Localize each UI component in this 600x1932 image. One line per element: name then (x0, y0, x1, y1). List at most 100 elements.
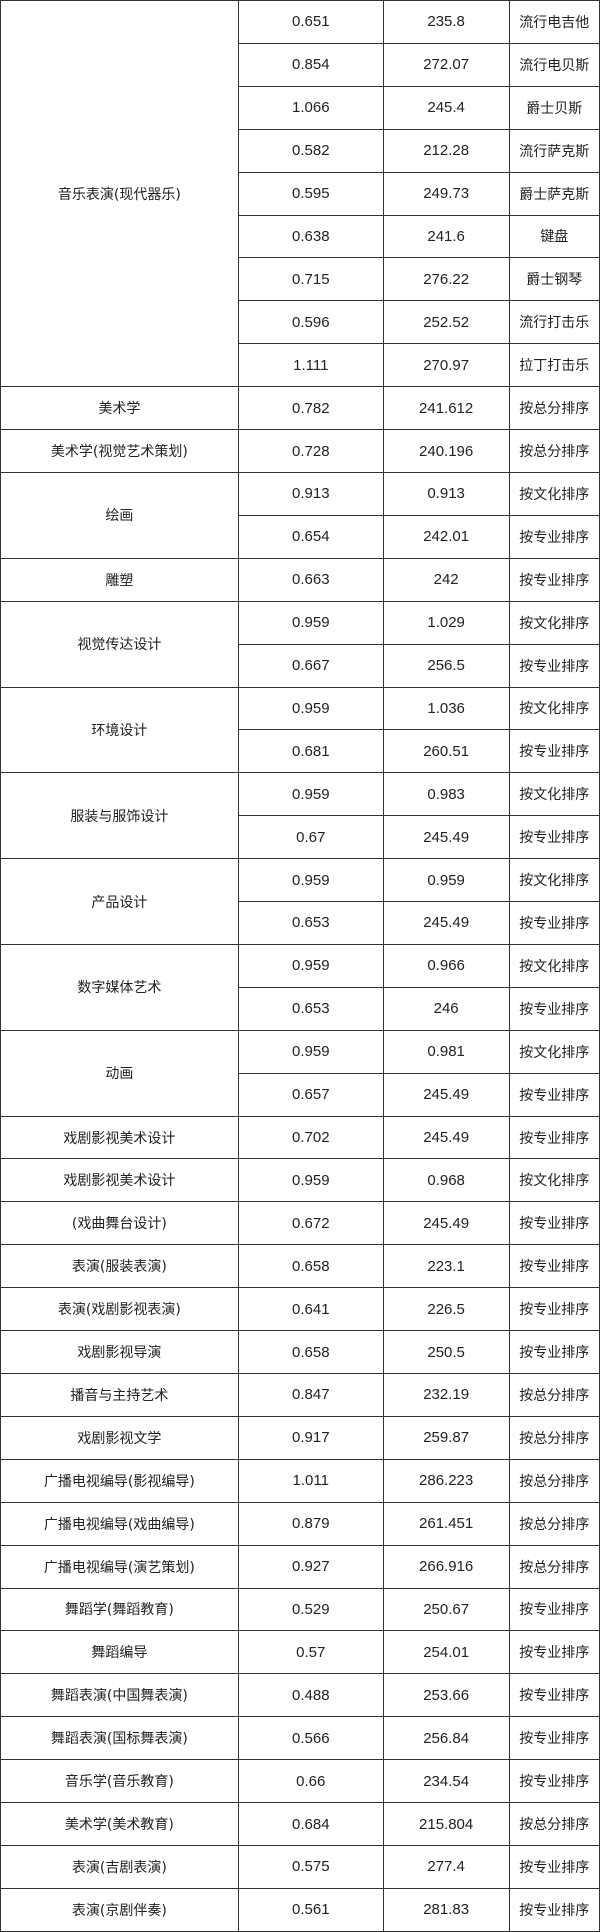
score-cell: 246 (382, 986, 510, 1031)
ratio-cell: 0.847 (237, 1373, 384, 1417)
sort-rule-cell: 按专业排序 (508, 1759, 600, 1804)
sort-rule-cell: 按文化排序 (508, 1029, 600, 1074)
score-cell: 277.4 (382, 1844, 510, 1889)
sort-rule-cell: 按总分排序 (508, 1415, 600, 1460)
table-row: 舞蹈编导 0.57 254.01 按专业排序 (0, 1630, 600, 1675)
score-cell: 245.49 (382, 1201, 510, 1246)
score-cell: 266.916 (382, 1544, 510, 1589)
ratio-cell: 0.653 (237, 901, 384, 945)
table-row: 播音与主持艺术 0.847 232.19 按总分排序 (0, 1373, 600, 1417)
ratio-cell: 0.854 (237, 42, 384, 87)
major-cell: 舞蹈编导 (0, 1630, 239, 1675)
major-cell: 产品设计 (0, 858, 239, 945)
ratio-cell: 0.728 (237, 429, 384, 473)
table-row: 美术学 0.782 241.612 按总分排序 (0, 386, 600, 431)
ratio-cell: 0.641 (237, 1287, 384, 1332)
sort-rule-cell: 按专业排序 (508, 1587, 600, 1632)
score-cell: 242.01 (382, 514, 510, 559)
score-cell: 0.968 (382, 1158, 510, 1203)
ratio-cell: 0.561 (237, 1887, 384, 1932)
major-cell: 美术学(美术教育) (0, 1802, 239, 1846)
major-cell: 表演(吉剧表演) (0, 1844, 239, 1889)
table-row: 表演(吉剧表演) 0.575 277.4 按专业排序 (0, 1844, 600, 1889)
table-row: 戏剧影视导演 0.658 250.5 按专业排序 (0, 1330, 600, 1374)
ratio-cell: 0.681 (237, 729, 384, 774)
score-cell: 245.49 (382, 1072, 510, 1117)
ratio-cell: 0.917 (237, 1415, 384, 1460)
sort-rule-cell: 按总分排序 (508, 429, 600, 473)
sort-rule-cell: 按专业排序 (508, 1330, 600, 1374)
score-cell: 250.5 (382, 1330, 510, 1374)
table-row: 音乐表演(现代器乐) 0.651 235.8 流行电吉他 (0, 0, 600, 388)
major-cell: 雕塑 (0, 557, 239, 602)
score-cell: 250.67 (382, 1587, 510, 1632)
score-cell: 232.19 (382, 1373, 510, 1417)
score-cell: 281.83 (382, 1887, 510, 1932)
sort-rule-cell: 按专业排序 (508, 1072, 600, 1117)
sort-rule-cell: 键盘 (508, 214, 600, 259)
table-row: 舞蹈表演(中国舞表演) 0.488 253.66 按专业排序 (0, 1673, 600, 1718)
sort-rule-cell: 流行打击乐 (508, 300, 600, 345)
major-cell: 表演(服装表演) (0, 1244, 239, 1289)
table-row: 0.715 276.22 爵士钢琴 (1, 257, 600, 302)
sort-rule-cell: 按总分排序 (508, 1458, 600, 1503)
sort-rule-cell: 按专业排序 (508, 557, 600, 602)
major-cell: 广播电视编导(戏曲编导) (0, 1501, 239, 1546)
ratio-cell: 0.959 (237, 686, 384, 731)
score-cell: 260.51 (382, 729, 510, 774)
sort-rule-cell: 流行萨克斯 (508, 128, 600, 173)
sort-rule-cell: 按专业排序 (508, 1201, 600, 1246)
score-cell: 223.1 (382, 1244, 510, 1289)
score-cell: 256.84 (382, 1716, 510, 1761)
table-row: 戏剧影视美术设计 0.702 245.49 按专业排序 (0, 1115, 600, 1160)
major-cell: 表演(戏剧影视表演) (0, 1287, 239, 1332)
major-cell: 广播电视编导(影视编导) (0, 1458, 239, 1503)
major-cell: 广播电视编导(演艺策划) (0, 1544, 239, 1589)
score-cell: 235.8 (382, 0, 510, 44)
score-cell: 259.87 (382, 1415, 510, 1460)
table-row: 0.595 249.73 爵士萨克斯 (1, 171, 600, 216)
major-cell: 表演(京剧伴奏) (0, 1887, 239, 1932)
ratio-cell: 0.913 (237, 471, 384, 516)
ratio-cell: 0.582 (237, 128, 384, 173)
sort-rule-cell: 按专业排序 (508, 815, 600, 860)
major-cell: (戏曲舞台设计) (0, 1201, 239, 1246)
sort-rule-cell: 按专业排序 (508, 901, 600, 945)
major-cell: 服装与服饰设计 (0, 772, 239, 860)
ratio-cell: 0.782 (237, 386, 384, 431)
ratio-cell: 0.927 (237, 1544, 384, 1589)
sort-rule-cell: 按文化排序 (508, 600, 600, 645)
sort-rule-cell: 按总分排序 (508, 1501, 600, 1546)
score-cell: 0.959 (382, 858, 510, 903)
sort-rule-cell: 按文化排序 (508, 943, 600, 988)
table-row: 0.667 256.5 按专业排序 (1, 643, 600, 688)
table-row: 表演(戏剧影视表演) 0.641 226.5 按专业排序 (0, 1287, 600, 1332)
table-row: 戏剧影视文学 0.917 259.87 按总分排序 (0, 1415, 600, 1460)
ratio-cell: 0.959 (237, 772, 384, 817)
score-cell: 252.52 (382, 300, 510, 345)
ratio-cell: 0.529 (237, 1587, 384, 1632)
table-row: 广播电视编导(影视编导) 1.011 286.223 按总分排序 (0, 1458, 600, 1503)
table-row: 0.582 212.28 流行萨克斯 (1, 128, 600, 173)
major-cell: 戏剧影视文学 (0, 1415, 239, 1460)
sort-rule-cell: 按总分排序 (508, 1373, 600, 1417)
table-row: 音乐学(音乐教育) 0.66 234.54 按专业排序 (0, 1759, 600, 1804)
score-cell: 226.5 (382, 1287, 510, 1332)
major-cell: 动画 (0, 1029, 239, 1117)
score-cell: 242 (382, 557, 510, 602)
table-row: 绘画 0.913 0.913 按文化排序 (0, 471, 600, 559)
ratio-cell: 0.959 (237, 943, 384, 988)
ratio-cell: 0.715 (237, 257, 384, 302)
score-cell: 1.029 (382, 600, 510, 645)
ratio-cell: 0.67 (237, 815, 384, 860)
table-row: 0.596 252.52 流行打击乐 (1, 300, 600, 345)
ratio-cell: 0.672 (237, 1201, 384, 1246)
score-cell: 0.981 (382, 1029, 510, 1074)
table-row: 0.654 242.01 按专业排序 (1, 514, 600, 559)
sort-rule-cell: 按专业排序 (508, 1115, 600, 1160)
sort-rule-cell: 按专业排序 (508, 643, 600, 688)
sort-rule-cell: 按专业排序 (508, 514, 600, 559)
ratio-cell: 0.575 (237, 1844, 384, 1889)
sort-rule-cell: 流行电贝斯 (508, 42, 600, 87)
